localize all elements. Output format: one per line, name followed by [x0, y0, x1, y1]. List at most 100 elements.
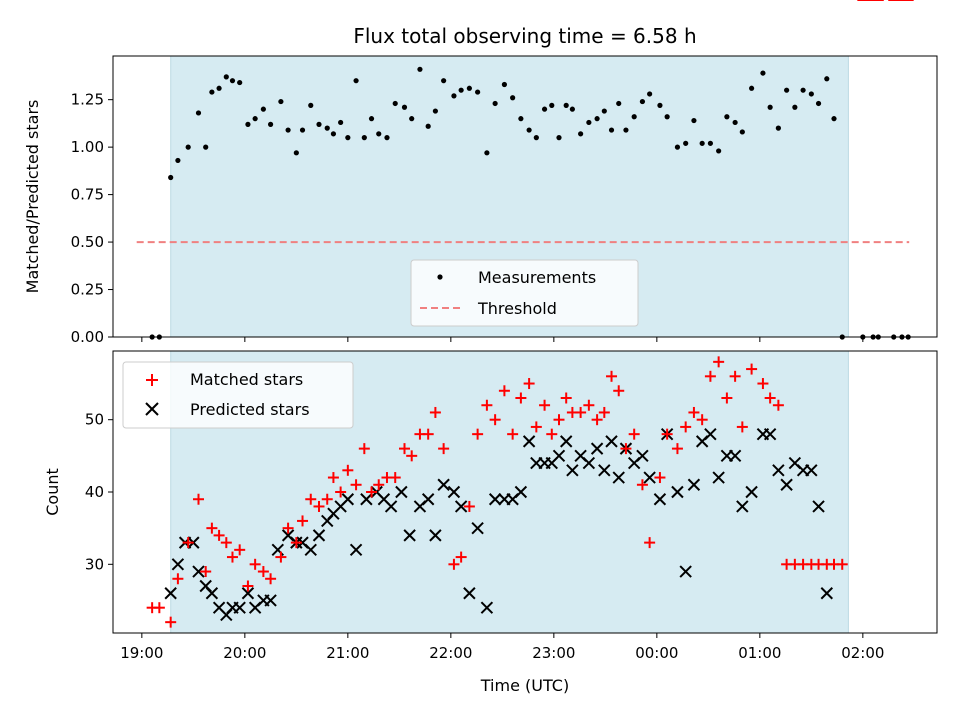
measurement-point — [815, 100, 822, 107]
measurement-point — [541, 106, 548, 112]
predicted-star-point — [171, 558, 185, 571]
matched-star-point — [327, 472, 339, 484]
matched-stars-points — [146, 0, 914, 628]
measurement-point — [767, 104, 773, 110]
matched-star-point — [523, 378, 535, 390]
matched-star-point — [358, 443, 370, 455]
bottom-y-tick-label: 30 — [85, 555, 104, 573]
matched-star-point — [366, 486, 378, 498]
measurement-point — [293, 150, 299, 156]
matched-star-point — [654, 472, 666, 484]
measurement-point — [345, 135, 351, 141]
predicted-star-point — [471, 521, 484, 535]
measurement-point — [739, 129, 745, 135]
predicted-star-point — [763, 427, 777, 441]
matched-star-point — [620, 443, 632, 455]
matched-star-point — [192, 493, 204, 505]
measurement-point — [203, 144, 209, 150]
measurement-point — [594, 116, 600, 122]
matched-star-point — [275, 551, 287, 563]
matched-star-point — [297, 515, 309, 527]
matched-star-point — [560, 392, 572, 404]
matched-star-point — [553, 414, 565, 426]
matched-star-point — [398, 443, 410, 455]
matched-star-point — [481, 399, 493, 411]
matched-star-point — [515, 392, 527, 404]
predicted-star-point — [612, 471, 625, 484]
matched-star-point — [321, 493, 333, 505]
measurement-point — [425, 123, 431, 129]
matched-star-point — [182, 537, 194, 549]
measurement-point — [674, 144, 681, 150]
top-legend-box — [410, 259, 639, 327]
bottom-x-ticks: 19:00 20:00 21:00 22:00 23:00 00:00 01:00 02:00 — [120, 633, 884, 662]
measurement-point — [518, 116, 524, 122]
matched-star-point — [530, 421, 542, 433]
bottom-y-tick-label: 50 — [85, 411, 104, 429]
measurement-point — [168, 174, 174, 181]
measurement-point — [792, 104, 798, 110]
matched-star-point — [350, 479, 362, 491]
measurement-point — [392, 100, 398, 107]
measurement-point — [831, 116, 837, 122]
measurement-point — [749, 85, 755, 91]
predicted-star-point — [605, 435, 618, 448]
top-y-tick-label: 0.25 — [71, 281, 104, 299]
matched-star-point — [704, 370, 716, 382]
matched-star-point — [713, 356, 725, 368]
measurement-point — [441, 78, 447, 84]
measurement-point — [324, 125, 330, 131]
measurement-point — [533, 135, 539, 141]
matched-star-point — [671, 443, 683, 455]
measurement-point — [563, 102, 569, 108]
ratio-points — [149, 66, 911, 340]
predicted-star-point — [395, 485, 408, 499]
top-y-tick-label: 1.25 — [71, 91, 104, 109]
bottom-legend: Matched stars Predicted stars — [122, 361, 354, 429]
predicted-star-point — [704, 427, 717, 441]
matched-star-point — [463, 500, 475, 512]
matched-star-point — [448, 558, 460, 570]
matched-star-point — [836, 558, 848, 570]
matched-star-point — [498, 385, 510, 397]
measurement-point — [616, 100, 622, 107]
measurement-point — [716, 148, 722, 154]
matched-star-point — [290, 537, 302, 549]
matched-star-point — [472, 428, 484, 440]
measurement-point — [267, 121, 274, 127]
predicted-star-point — [384, 500, 398, 513]
predicted-star-point — [636, 449, 649, 463]
measurements-legend-marker — [437, 274, 443, 280]
measurement-point — [316, 121, 322, 127]
predicted-star-point — [514, 485, 528, 499]
measurement-point — [683, 140, 689, 146]
matched-star-point — [206, 522, 218, 534]
predicted-star-point — [566, 464, 579, 477]
x-tick-label: 00:00 — [635, 644, 678, 662]
predicted-star-point — [671, 485, 684, 499]
predicted-star-point — [590, 442, 604, 455]
predicted-stars-legend-label: Predicted stars — [190, 400, 310, 419]
matched-star-point — [688, 406, 700, 418]
matched-star-point — [172, 573, 184, 585]
matched-stars-legend-label: Matched stars — [190, 370, 303, 389]
measurement-point — [824, 76, 830, 82]
matched-star-point — [249, 558, 261, 570]
measurement-point — [484, 150, 490, 156]
predicted-star-point — [805, 464, 818, 477]
matched-star-point — [213, 529, 225, 541]
measurement-point — [245, 121, 251, 127]
matched-star-point — [591, 414, 603, 426]
predicted-star-point — [312, 529, 326, 542]
top-y-tick-label: 0.50 — [71, 233, 104, 251]
x-tick-label: 23:00 — [532, 644, 575, 662]
matched-star-point — [583, 399, 595, 411]
predicted-star-point — [463, 587, 476, 600]
predicted-star-point — [488, 493, 502, 506]
matched-star-point — [153, 602, 165, 614]
threshold-legend-label: Threshold — [477, 299, 557, 318]
matched-star-point — [736, 421, 748, 433]
matched-star-point — [606, 370, 618, 382]
x-axis-label: Time (UTC) — [480, 676, 569, 695]
matched-stars-legend-marker — [146, 374, 158, 386]
